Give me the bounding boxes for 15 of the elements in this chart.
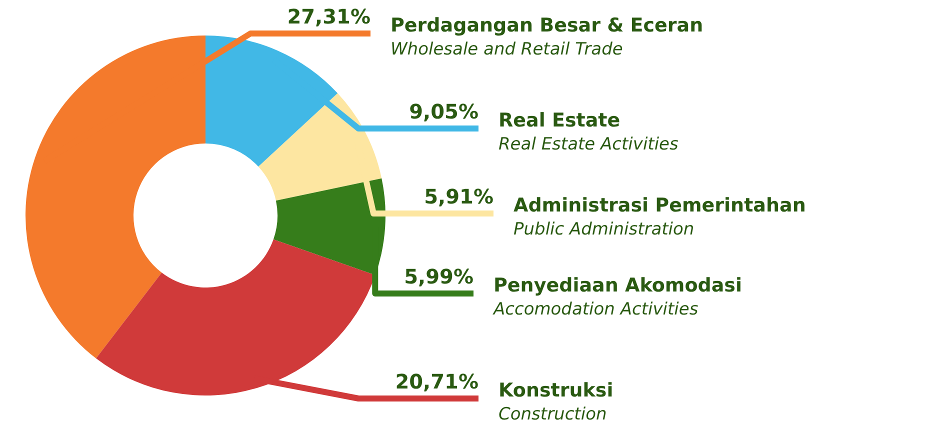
text: Public Administration <box>514 220 694 240</box>
slice-label: Perdagangan Besar & Eceran <box>390 14 704 36</box>
text: Real Estate Activities <box>498 134 679 154</box>
data-label: 5,99% <box>404 264 474 288</box>
slice-label: Real Estate <box>498 110 620 132</box>
slice-label: Administrasi Pemerintahan <box>514 194 806 216</box>
text: Construction <box>498 404 607 424</box>
data-label: 9,05% <box>409 100 479 124</box>
slice-label: Penyediaan Akomodasi <box>494 274 742 296</box>
slice-label: Konstruksi <box>498 380 614 402</box>
data-label: 20,71% <box>395 370 479 394</box>
data-label: 5,91% <box>424 184 494 208</box>
text: Accomodation Activities <box>492 300 698 320</box>
text: Wholesale and Retail Trade <box>390 40 623 60</box>
data-label: 27,31% <box>287 4 371 28</box>
